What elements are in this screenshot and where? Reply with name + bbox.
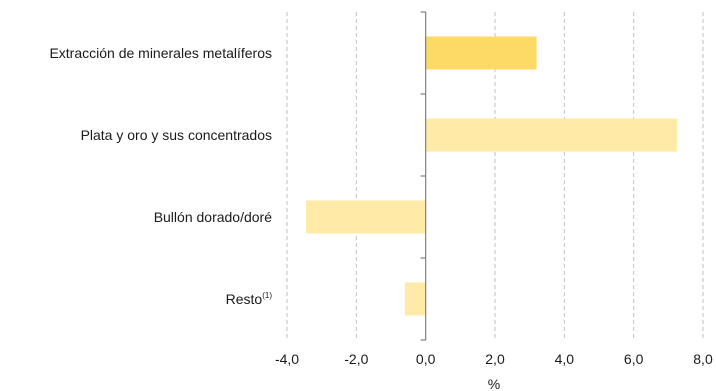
- x-tick-label: 6,0: [624, 351, 644, 367]
- bar: [404, 282, 426, 316]
- x-tick-label: 4,0: [555, 351, 575, 367]
- category-label: Extracción de minerales metalíferos: [49, 45, 272, 61]
- x-axis-title: %: [488, 376, 500, 391]
- category-label-footnote: (1): [262, 291, 272, 300]
- zero-axis: [420, 11, 427, 341]
- category-label: Bullón dorado/doré: [154, 209, 273, 225]
- x-tick-labels: -4,0 -2,0 0,0 2,0 4,0 6,0 8,0: [275, 351, 713, 367]
- category-label-text: Bullón dorado/doré: [154, 209, 273, 225]
- bar: [306, 200, 426, 234]
- x-tick-label: -2,0: [344, 351, 368, 367]
- category-label-text: Extracción de minerales metalíferos: [49, 45, 272, 61]
- grid-lines: [286, 12, 704, 340]
- category-label-text: Plata y oro y sus concentrados: [81, 127, 272, 143]
- bars: [306, 36, 677, 316]
- x-tick-label: -4,0: [275, 351, 299, 367]
- x-tick-label: 2,0: [485, 351, 505, 367]
- bar: [425, 118, 677, 152]
- x-tick-label: 8,0: [693, 351, 713, 367]
- category-label: Plata y oro y sus concentrados: [81, 127, 272, 143]
- category-label: Resto(1): [226, 291, 273, 307]
- x-tick-label: 0,0: [416, 351, 436, 367]
- category-label-text: Resto: [226, 291, 263, 307]
- category-labels: Extracción de minerales metalíferos Plata…: [49, 45, 272, 307]
- bar: [425, 36, 537, 70]
